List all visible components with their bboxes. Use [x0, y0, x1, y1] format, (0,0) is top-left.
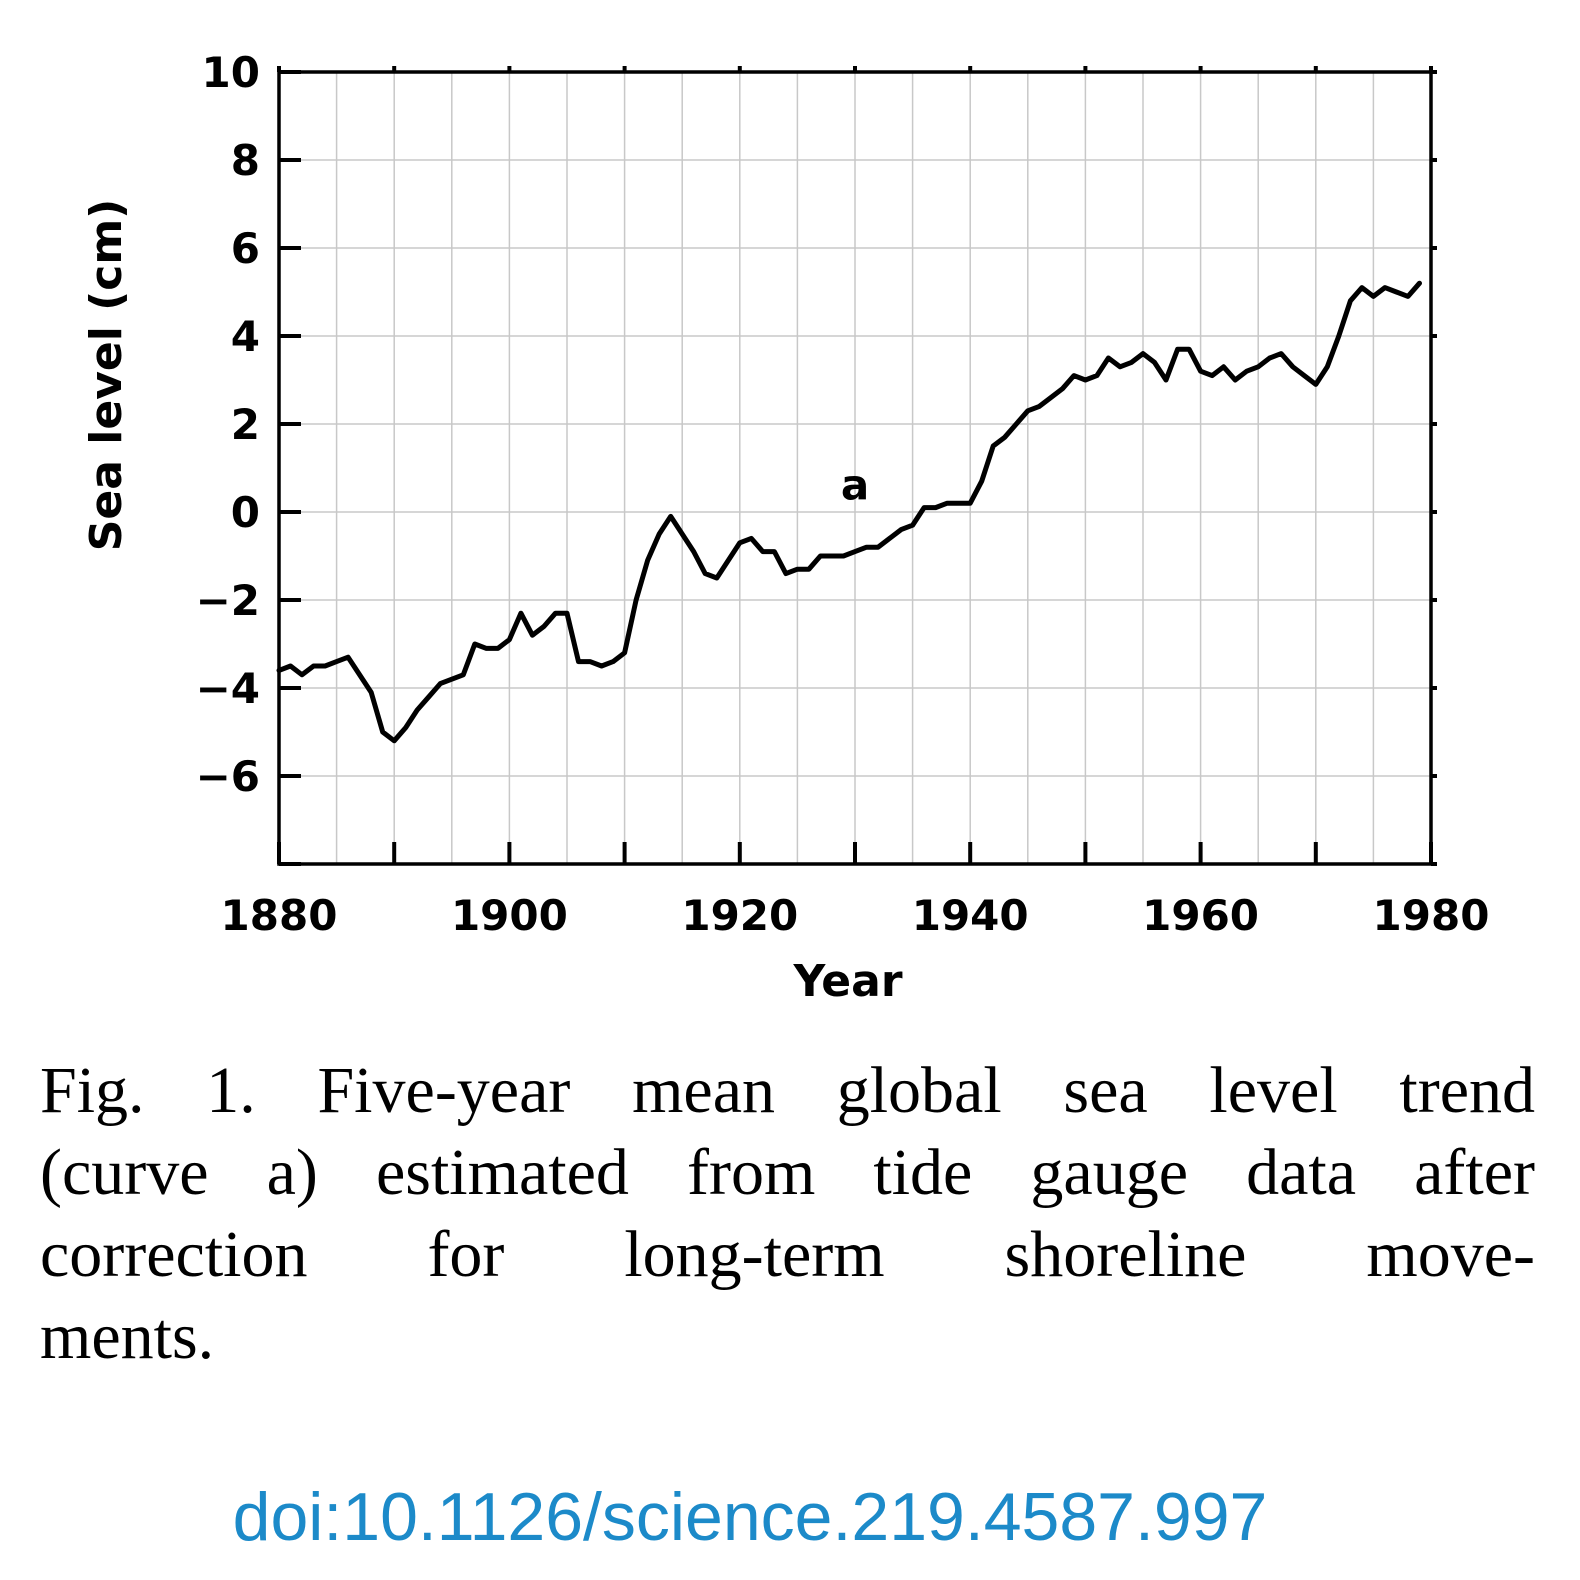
- curve-a-label: a: [841, 461, 869, 510]
- grid-lines: [279, 72, 1431, 864]
- y-tick-label: 8: [231, 136, 260, 185]
- caption-line: ments.: [40, 1300, 215, 1373]
- x-tick-label: 1880: [221, 891, 338, 940]
- x-tick-label: 1940: [912, 891, 1029, 940]
- y-tick-label: 0: [231, 488, 260, 537]
- y-tick-label: 4: [231, 312, 260, 361]
- doi-link[interactable]: doi:10.1126/science.219.4587.997: [232, 1479, 1268, 1555]
- y-tick-label: −4: [196, 664, 260, 713]
- y-tick-label: 2: [231, 400, 260, 449]
- x-axis-title: Year: [792, 956, 902, 1007]
- y-axis-title: Sea level (cm): [81, 199, 132, 552]
- y-axis-tick-labels: 10 8 6 4 2 0 −2 −4 −6: [196, 48, 260, 801]
- y-tick-label: −6: [196, 752, 260, 801]
- axis-ticks: [277, 66, 1437, 866]
- caption-line: correction for long-term shoreline move-: [40, 1218, 1535, 1291]
- x-tick-label: 1920: [681, 891, 798, 940]
- sea-level-curve-a: [276, 280, 1422, 744]
- caption-line: (curve a) estimated from tide gauge data…: [40, 1136, 1535, 1209]
- caption-line: Fig. 1. Five-year mean global sea level …: [40, 1054, 1535, 1127]
- y-tick-label: 6: [231, 224, 260, 273]
- y-tick-label: −2: [196, 576, 260, 625]
- x-tick-label: 1960: [1142, 891, 1259, 940]
- x-tick-label: 1900: [451, 891, 568, 940]
- sea-level-chart: 1880 1900 1920 1940 1960 1980 10 8 6 4 2 0 −2 −4 −6 a…: [81, 48, 1490, 1007]
- x-axis-tick-labels: 1880 1900 1920 1940 1960 1980: [221, 891, 1490, 940]
- x-tick-label: 1980: [1373, 891, 1490, 940]
- figure-caption: Fig. 1. Five-year mean global sea level …: [40, 1050, 1535, 1378]
- y-tick-label: 10: [202, 48, 260, 97]
